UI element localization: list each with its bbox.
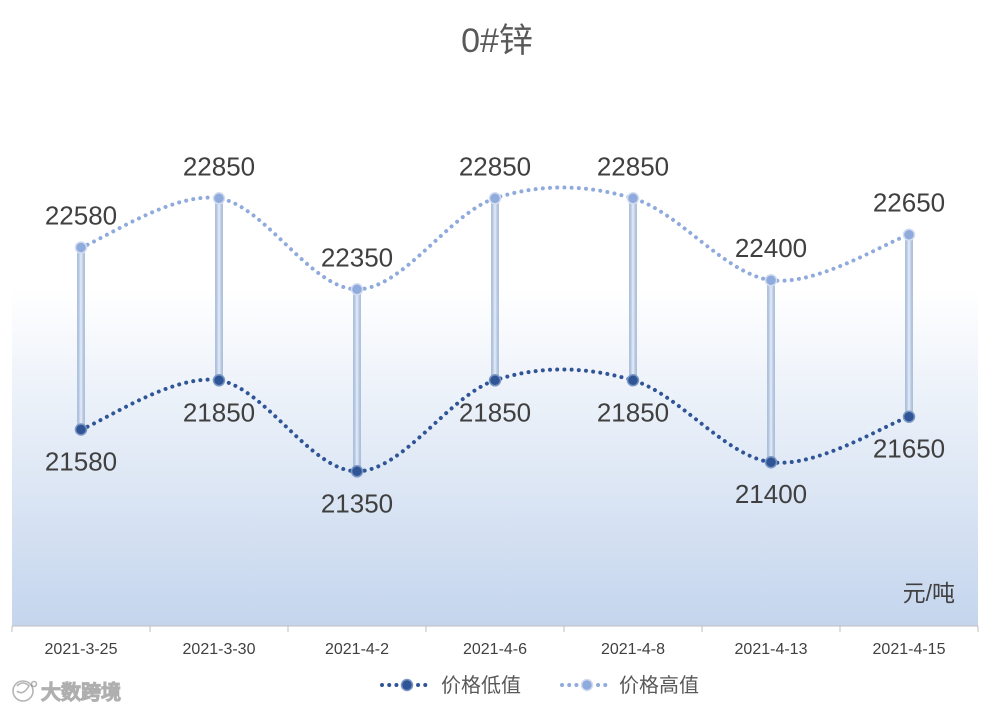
- data-label-high-price: 22350: [321, 242, 393, 272]
- data-label-high-price: 22580: [45, 200, 117, 230]
- high-low-line: [767, 279, 775, 463]
- data-label-low-price: 21650: [873, 434, 945, 464]
- data-label-low-price: 21400: [735, 479, 807, 509]
- low-price-marker: [212, 374, 226, 387]
- high-price-marker: [350, 283, 364, 296]
- high-price-marker: [902, 228, 916, 241]
- chart-title: 0#锌: [461, 22, 533, 60]
- x-tick-label: 2021-4-13: [735, 641, 808, 658]
- high-price-marker: [212, 192, 226, 205]
- high-low-line: [905, 234, 913, 418]
- data-label-high-price: 22850: [597, 151, 669, 181]
- low-price-marker: [350, 465, 364, 478]
- high-low-line: [491, 197, 499, 381]
- low-price-marker: [626, 374, 640, 387]
- high-low-line: [77, 247, 85, 430]
- data-label-high-price: 22850: [459, 151, 531, 181]
- series-markers: [74, 192, 916, 478]
- high-low-line: [629, 197, 637, 381]
- data-label-low-price: 21850: [183, 397, 255, 427]
- high-low-line: [353, 288, 361, 472]
- data-label-high-price: 22400: [735, 233, 807, 263]
- legend-label-low-price: 价格低值: [441, 674, 521, 697]
- legend-marker-high-price: [580, 678, 594, 692]
- legend-label-high-price: 价格高值: [619, 674, 699, 697]
- high-low-lines: [77, 197, 913, 472]
- high-price-marker: [488, 192, 502, 205]
- data-labels: 21580 21850 21350 21850 21850 21400 21650 22580…: [45, 151, 945, 518]
- low-price-marker: [902, 410, 916, 423]
- watermark-text: 大数跨境: [41, 680, 121, 704]
- high-price-marker: [626, 192, 640, 205]
- x-axis: 2021-3-25 2021-3-30 2021-4-2 2021-4-6 2021-4…: [11, 625, 979, 658]
- low-price-marker: [74, 423, 88, 436]
- low-price-marker: [488, 374, 502, 387]
- low-price-marker: [764, 455, 778, 469]
- data-label-high-price: 22850: [183, 151, 255, 181]
- data-label-low-price: 21850: [459, 397, 531, 427]
- high-low-line: [215, 197, 223, 381]
- high-price-marker: [74, 241, 88, 254]
- data-label-low-price: 21580: [45, 446, 117, 476]
- x-tick-label: 2021-3-30: [183, 641, 256, 658]
- watermark: 大数跨境: [12, 680, 121, 704]
- x-tick-label: 2021-4-8: [601, 641, 665, 658]
- watermark-logo-icon: [12, 680, 38, 702]
- x-tick-label: 2021-3-25: [45, 641, 118, 658]
- x-tick-label: 2021-4-2: [325, 641, 389, 658]
- data-label-low-price: 21350: [321, 488, 393, 518]
- legend-item-low-price: 价格低值: [380, 674, 521, 697]
- legend: 价格低值 价格高值: [380, 674, 699, 697]
- data-label-high-price: 22650: [873, 188, 945, 218]
- x-tick-label: 2021-4-15: [873, 641, 946, 658]
- high-price-marker: [764, 273, 778, 287]
- data-label-low-price: 21850: [597, 397, 669, 427]
- x-tick-label: 2021-4-6: [463, 641, 527, 658]
- legend-marker-low-price: [400, 678, 414, 692]
- legend-item-high-price: 价格高值: [560, 674, 699, 697]
- unit-label: 元/吨: [903, 580, 955, 606]
